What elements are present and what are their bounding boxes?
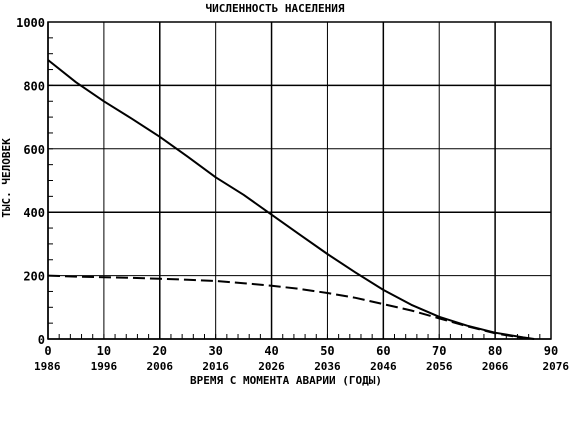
x-tick-label: 80 (488, 344, 502, 358)
x-year-labels: 1986 1996 2006 2016 2026 2036 2046 2056 2066 2076 (34, 360, 569, 373)
x-year-label: 2056 (426, 360, 453, 373)
grid (47, 21, 552, 340)
x-year-label: 2076 (543, 360, 570, 373)
x-tick-label: 20 (153, 344, 167, 358)
y-tick-labels: 0 200 400 600 800 1000 (16, 16, 45, 347)
x-tick-label: 60 (376, 344, 390, 358)
y-tick-label: 600 (23, 143, 45, 157)
series-line-dashed (47, 274, 524, 339)
y-tick-label: 200 (23, 270, 45, 284)
x-tick-label: 70 (432, 344, 446, 358)
x-year-label: 2046 (370, 360, 397, 373)
series-line-solid (47, 59, 535, 340)
chart-title: ЧИСЛЕННОСТЬ НАСЕЛЕНИЯ (205, 2, 344, 15)
x-year-label: 2016 (202, 360, 229, 373)
x-year-label: 2036 (314, 360, 341, 373)
x-tick-label: 30 (208, 344, 222, 358)
y-tick-label: 1000 (16, 16, 45, 30)
x-year-label: 2066 (482, 360, 509, 373)
minor-ticks (47, 21, 552, 340)
y-tick-label: 0 (38, 333, 45, 347)
x-tick-labels: 0 10 20 30 40 50 60 70 80 90 (44, 344, 558, 358)
y-axis-label: ТЫС. ЧЕЛОВЕК (0, 138, 13, 218)
x-tick-label: 50 (320, 344, 334, 358)
x-axis-label: ВРЕМЯ С МОМЕНТА АВАРИИ (ГОДЫ) (190, 374, 382, 387)
x-tick-label: 40 (264, 344, 278, 358)
series-layer (47, 59, 535, 340)
plot-frame (47, 21, 552, 340)
y-tick-label: 400 (23, 206, 45, 220)
x-year-label: 1986 (34, 360, 61, 373)
x-tick-label: 0 (44, 344, 51, 358)
x-year-label: 2006 (147, 360, 174, 373)
y-tick-label: 800 (23, 79, 45, 93)
x-tick-label: 10 (97, 344, 111, 358)
x-year-label: 2026 (258, 360, 285, 373)
x-tick-label: 90 (544, 344, 558, 358)
x-year-label: 1996 (91, 360, 118, 373)
